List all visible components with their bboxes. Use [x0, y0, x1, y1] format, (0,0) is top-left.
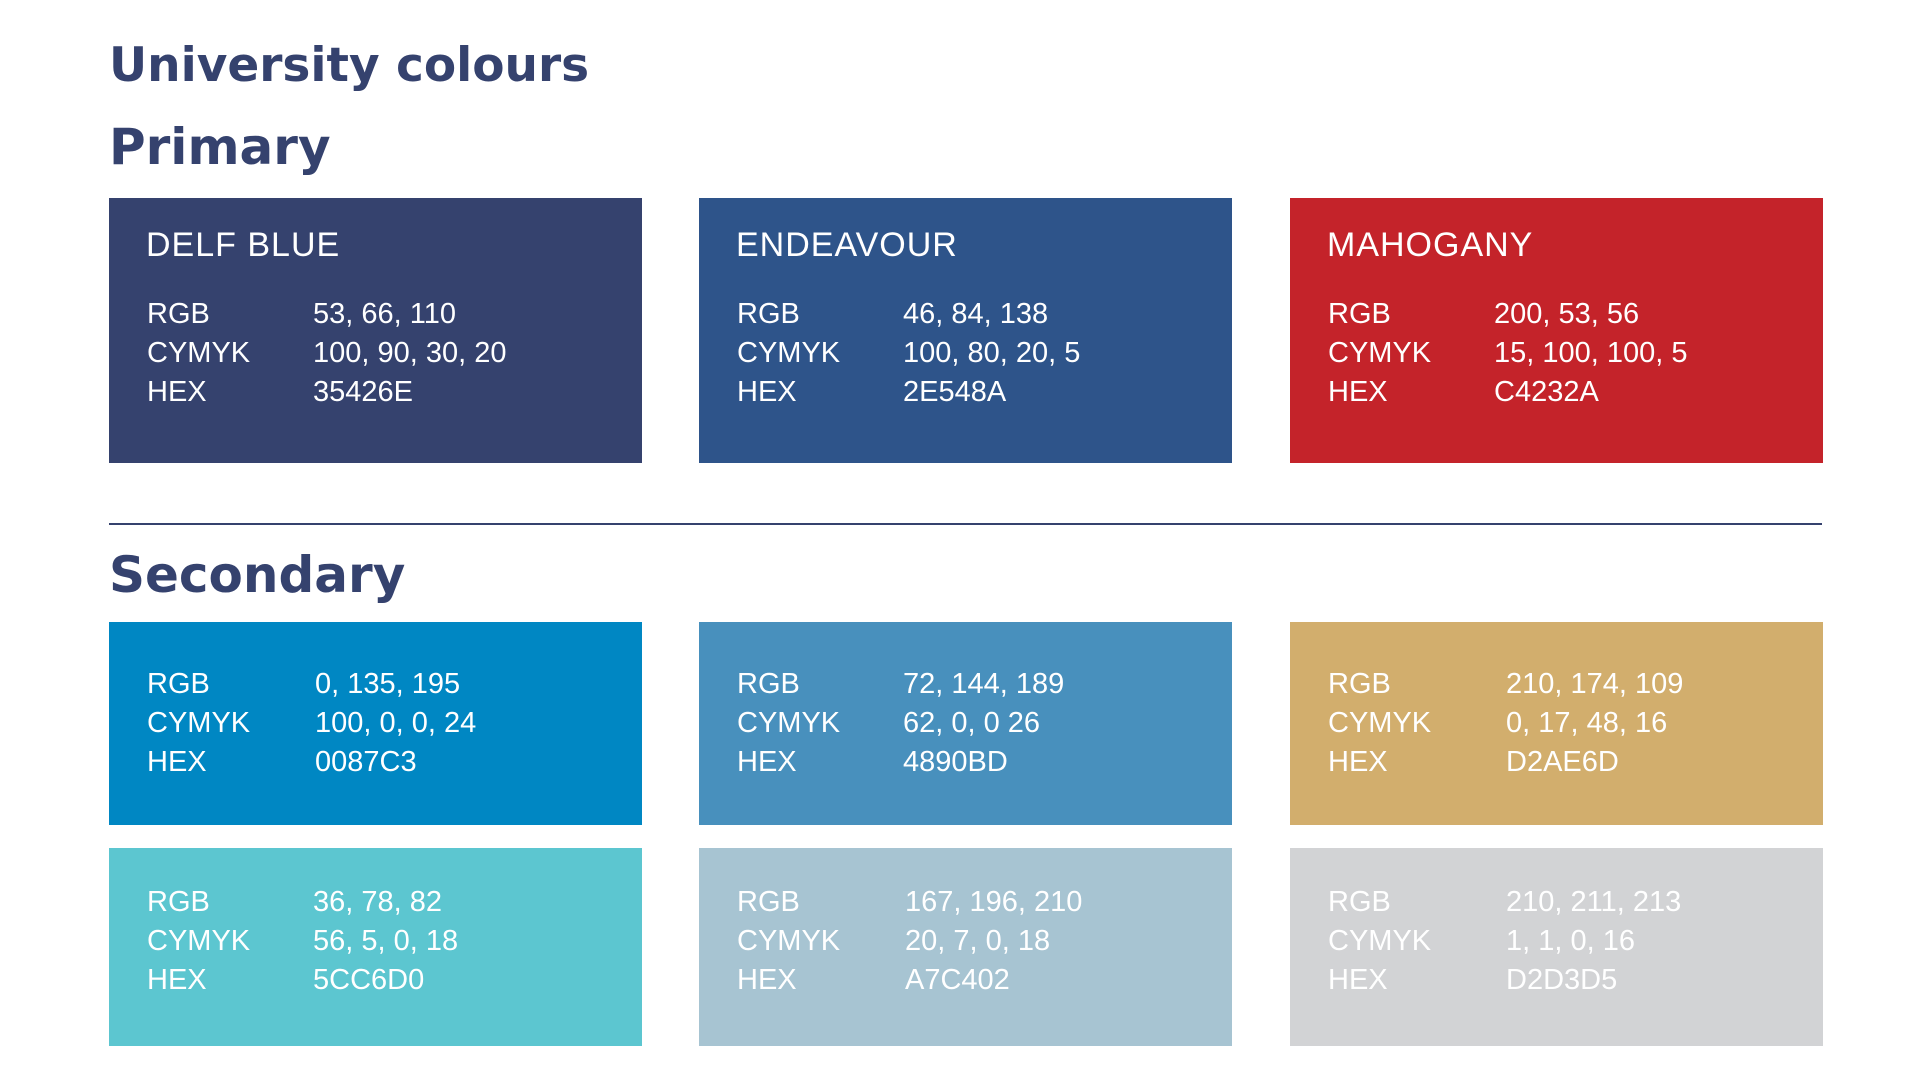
cmyk-value: 20, 7, 0, 18 [905, 925, 1051, 957]
swatch-mahogany: MAHOGANY RGB 200, 53, 56 CYMYK 15, 100, … [1290, 198, 1823, 463]
rgb-label: RGB [1328, 886, 1391, 918]
cmyk-label: CYMYK [147, 337, 251, 369]
rgb-value: 210, 174, 109 [1506, 668, 1684, 700]
rgb-value: 200, 53, 56 [1494, 298, 1640, 330]
cmyk-label: CYMYK [737, 337, 841, 369]
rgb-label: RGB [147, 668, 210, 700]
swatch-endeavour: ENDEAVOUR RGB 46, 84, 138 CYMYK 100, 80,… [699, 198, 1232, 463]
rgb-label: RGB [737, 886, 800, 918]
rgb-label: RGB [147, 886, 210, 918]
rgb-value: 46, 84, 138 [903, 298, 1049, 330]
rgb-value: 167, 196, 210 [905, 886, 1083, 918]
hex-value: 5CC6D0 [313, 964, 425, 996]
cmyk-value: 100, 80, 20, 5 [903, 337, 1081, 369]
hex-label: HEX [737, 746, 797, 778]
cmyk-value: 100, 90, 30, 20 [313, 337, 507, 369]
rgb-value: 36, 78, 82 [313, 886, 442, 918]
hex-value: C4232A [1494, 376, 1599, 408]
secondary-heading: Secondary [109, 546, 406, 604]
hex-label: HEX [147, 746, 207, 778]
swatch-secondary-1: RGB 0, 135, 195 CYMYK 100, 0, 0, 24 HEX … [109, 622, 642, 825]
rgb-value: 72, 144, 189 [903, 668, 1065, 700]
swatch-secondary-4: RGB 36, 78, 82 CYMYK 56, 5, 0, 18 HEX 5C… [109, 848, 642, 1046]
cmyk-label: CYMYK [147, 925, 251, 957]
swatch-secondary-3: RGB 210, 174, 109 CYMYK 0, 17, 48, 16 HE… [1290, 622, 1823, 825]
section-divider [109, 523, 1822, 525]
cmyk-value: 62, 0, 0 26 [903, 707, 1041, 739]
hex-label: HEX [737, 376, 797, 408]
hex-value: 4890BD [903, 746, 1008, 778]
hex-value: D2D3D5 [1506, 964, 1618, 996]
rgb-value: 0, 135, 195 [315, 668, 461, 700]
hex-label: HEX [1328, 376, 1388, 408]
swatch-secondary-6: RGB 210, 211, 213 CYMYK 1, 1, 0, 16 HEX … [1290, 848, 1823, 1046]
primary-heading: Primary [109, 118, 331, 176]
rgb-label: RGB [1328, 668, 1391, 700]
swatch-name: ENDEAVOUR [736, 226, 958, 264]
swatch-name: DELF BLUE [146, 226, 341, 264]
rgb-value: 210, 211, 213 [1506, 886, 1682, 918]
rgb-label: RGB [147, 298, 210, 330]
hex-label: HEX [1328, 964, 1388, 996]
hex-value: 0087C3 [315, 746, 417, 778]
rgb-value: 53, 66, 110 [313, 298, 456, 330]
hex-value: D2AE6D [1506, 746, 1619, 778]
hex-value: 35426E [313, 376, 413, 408]
rgb-label: RGB [737, 298, 800, 330]
swatch-name: MAHOGANY [1327, 226, 1534, 264]
swatch-secondary-5: RGB 167, 196, 210 CYMYK 20, 7, 0, 18 HEX… [699, 848, 1232, 1046]
cmyk-label: CYMYK [1328, 707, 1432, 739]
hex-value: A7C402 [905, 964, 1010, 996]
hex-label: HEX [1328, 746, 1388, 778]
hex-label: HEX [147, 964, 207, 996]
cmyk-label: CYMYK [147, 707, 251, 739]
cmyk-label: CYMYK [1328, 925, 1432, 957]
cmyk-label: CYMYK [1328, 337, 1432, 369]
cmyk-label: CYMYK [737, 707, 841, 739]
cmyk-value: 1, 1, 0, 16 [1506, 925, 1635, 957]
cmyk-value: 56, 5, 0, 18 [313, 925, 459, 957]
cmyk-value: 15, 100, 100, 5 [1494, 337, 1688, 369]
page-title: University colours [109, 38, 590, 93]
hex-value: 2E548A [903, 376, 1007, 408]
cmyk-value: 100, 0, 0, 24 [315, 707, 477, 739]
hex-label: HEX [147, 376, 207, 408]
swatch-secondary-2: RGB 72, 144, 189 CYMYK 62, 0, 0 26 HEX 4… [699, 622, 1232, 825]
rgb-label: RGB [737, 668, 800, 700]
cmyk-label: CYMYK [737, 925, 841, 957]
swatch-delf-blue: DELF BLUE RGB 53, 66, 110 CYMYK 100, 90,… [109, 198, 642, 463]
cmyk-value: 0, 17, 48, 16 [1506, 707, 1668, 739]
rgb-label: RGB [1328, 298, 1391, 330]
hex-label: HEX [737, 964, 797, 996]
